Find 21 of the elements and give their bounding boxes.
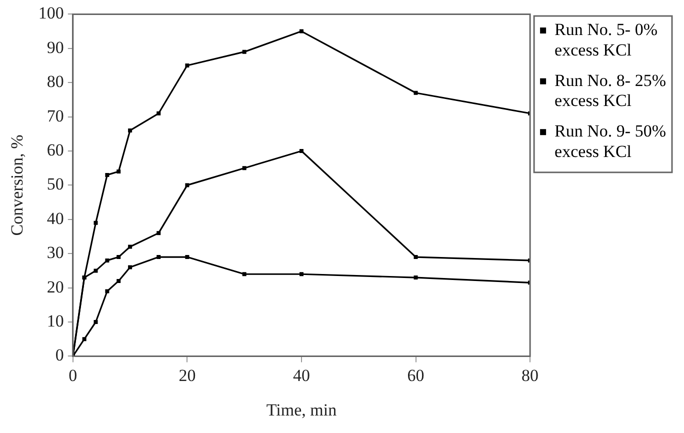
y-tick-label: 0 <box>55 346 64 365</box>
y-tick-label: 60 <box>46 140 64 160</box>
x-tick-label: 0 <box>68 366 78 385</box>
x-tick-label: 40 <box>292 366 310 385</box>
y-axis-title: Conversion, % <box>8 134 27 236</box>
y-tick-label: 30 <box>46 243 64 262</box>
x-tick-label: 60 <box>407 366 424 385</box>
y-tick-label: 100 <box>38 4 64 23</box>
y-tick-label: 10 <box>46 311 64 330</box>
x-tick-label: 80 <box>522 366 539 385</box>
x-axis-title: Time, min <box>266 400 338 420</box>
legend-label: Run No. 9- 50% excess KCl <box>554 122 666 161</box>
y-tick-label: 40 <box>46 208 64 228</box>
y-tick-label: 90 <box>46 38 64 57</box>
legend-label: Run No. 5- 0% excess KCl <box>554 20 658 60</box>
legend-label: Run No. 8- 25% excess KCl <box>554 70 666 110</box>
y-tick-label: 50 <box>46 174 64 194</box>
y-tick-label: 70 <box>46 106 64 126</box>
y-tick-label: 20 <box>46 277 64 296</box>
y-tick-label: 80 <box>46 72 64 92</box>
x-tick-label: 20 <box>178 366 196 385</box>
